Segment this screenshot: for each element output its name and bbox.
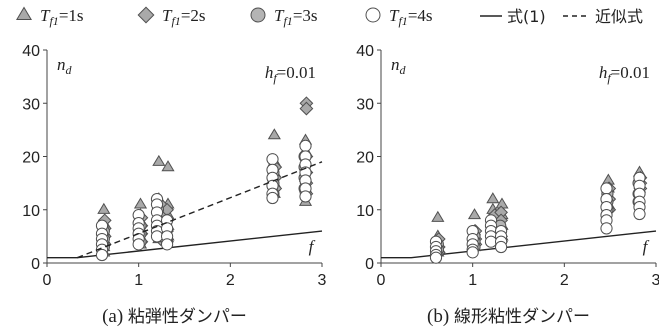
x-axis-label: f — [643, 237, 650, 256]
x-tick-label: 2 — [226, 272, 235, 289]
legend-marker-dia — [137, 6, 155, 24]
point-circle-white — [132, 238, 145, 251]
panel-caption: (a) 粘弾性ダンパー — [102, 306, 247, 327]
y-tick-label: 20 — [356, 150, 374, 167]
point-circle-white — [150, 230, 164, 243]
point-circle-white — [299, 190, 312, 203]
approx-line — [76, 161, 323, 259]
x-tick-label: 2 — [560, 272, 569, 289]
legend-marker-circ_gray — [250, 7, 266, 23]
y-tick-label: 0 — [365, 256, 374, 273]
legend-label-circ_gray: Tf1=3s — [274, 6, 318, 28]
y-axis-label: nd — [391, 55, 407, 77]
point-diamond — [299, 101, 314, 116]
x-axis-label: f — [309, 237, 316, 256]
x-tick-label: 1 — [468, 272, 477, 289]
damping-annotation: hf=0.01 — [599, 63, 650, 85]
point-triangle — [152, 154, 166, 166]
x-tick-label: 3 — [318, 272, 327, 289]
point-triangle — [467, 208, 482, 220]
point-triangle — [161, 160, 175, 172]
legend-marker-tri — [15, 6, 33, 20]
x-tick-label: 0 — [377, 272, 386, 289]
point-circle-white — [494, 240, 508, 254]
y-tick-label: 10 — [356, 203, 374, 220]
point-circle-white — [484, 235, 498, 248]
formula-line — [381, 230, 657, 259]
y-tick-label: 30 — [22, 96, 40, 113]
y-tick-label: 40 — [356, 43, 374, 60]
legend-solid-label: 式(1) — [507, 7, 546, 26]
point-circle-white — [429, 251, 443, 264]
panel-caption: (b) 線形粘性ダンパー — [427, 306, 590, 327]
point-circle-white — [600, 222, 613, 235]
y-tick-label: 30 — [356, 96, 374, 113]
point-circle-white — [600, 182, 613, 195]
y-tick-label: 10 — [22, 203, 40, 220]
point-triangle — [267, 128, 281, 140]
point-circle-white — [95, 248, 109, 262]
x-tick-label: 0 — [43, 272, 52, 289]
point-circle-white — [266, 153, 279, 166]
point-circle-white — [266, 191, 279, 205]
point-circle-white — [160, 238, 174, 251]
x-tick-label: 3 — [652, 272, 659, 289]
point-triangle — [97, 202, 111, 214]
y-tick-label: 20 — [22, 150, 40, 167]
x-tick-label: 1 — [134, 272, 143, 289]
point-circle-white — [633, 207, 646, 221]
point-triangle — [133, 197, 148, 209]
y-axis-label: nd — [57, 55, 73, 77]
legend-label-tri: Tf1=1s — [40, 6, 84, 28]
y-tick-label: 0 — [31, 256, 40, 273]
point-circle-white — [299, 139, 312, 152]
panel-b: 0 10 20 30 40 0 1 2 3 nd hf=0.01 f (b) 線形粘性ダンパー — [356, 43, 659, 327]
legend-marker-circ_white — [365, 7, 381, 23]
legend-dashed-label: 近似式 — [595, 7, 643, 26]
panel-a: 0 10 20 30 40 0 1 2 3 nd hf=0.01 f (a) 粘弾性ダンパー — [22, 43, 326, 327]
damping-annotation: hf=0.01 — [265, 63, 316, 85]
legend: Tf1=1s Tf1=2s Tf1=3s Tf1=4s 式(1) 近似式 — [15, 6, 643, 28]
y-tick-label: 40 — [22, 43, 40, 60]
point-triangle — [431, 210, 445, 222]
point-triangle — [486, 192, 500, 204]
point-circle-white — [466, 246, 479, 259]
legend-label-dia: Tf1=2s — [162, 6, 206, 28]
legend-label-circ_white: Tf1=4s — [389, 6, 433, 28]
